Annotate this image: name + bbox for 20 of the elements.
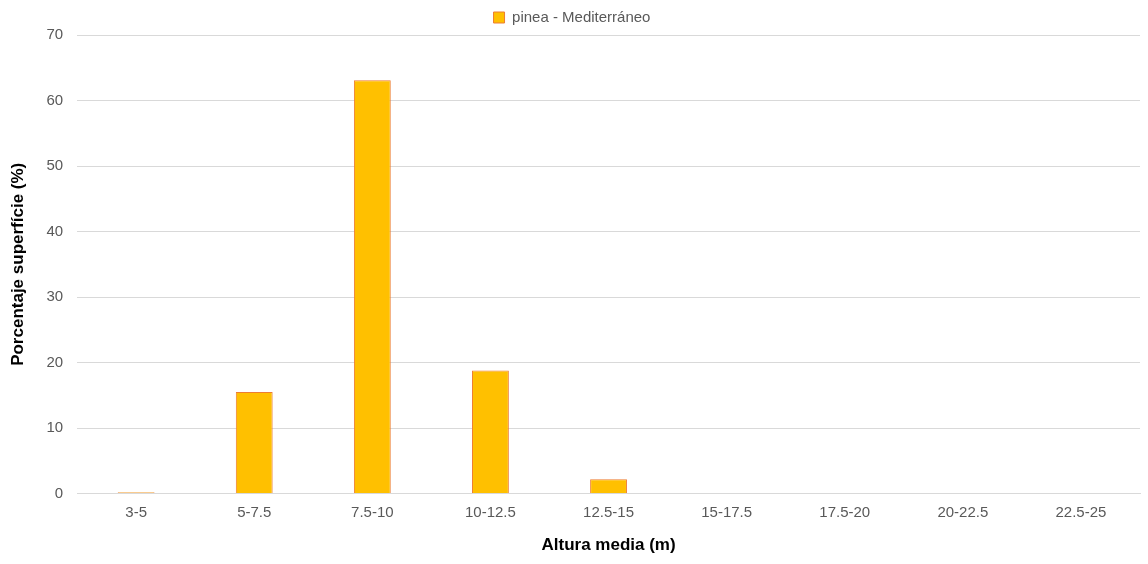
y-axis-title: Porcentaje superfície (%) [7, 162, 27, 366]
x-tick-label: 10-12.5 [465, 502, 516, 520]
y-tick-label: 10 [46, 418, 64, 436]
legend-label: pinea - Mediterráneo [512, 7, 651, 25]
y-tick-label: 40 [46, 221, 64, 239]
x-tick-label: 3-5 [125, 502, 147, 520]
x-tick-label: 17.5-20 [819, 502, 871, 520]
y-tick-label: 60 [46, 90, 64, 108]
y-tick-label: 30 [46, 287, 64, 305]
y-tick-label: 20 [46, 352, 64, 370]
x-tick-label: 20-22.5 [937, 502, 989, 520]
x-axis-title: Altura media (m) [541, 535, 676, 555]
x-tick-label: 12.5-15 [583, 502, 634, 520]
y-tick-label: 0 [54, 483, 64, 501]
y-tick-label: 50 [46, 156, 64, 174]
y-tick-label: 70 [46, 25, 64, 43]
x-tick-label: 5-7.5 [237, 502, 272, 520]
x-tick-label: 22.5-25 [1055, 502, 1107, 520]
x-tick-label: 15-17.5 [701, 502, 753, 520]
x-tick-label: 7.5-10 [351, 502, 394, 520]
